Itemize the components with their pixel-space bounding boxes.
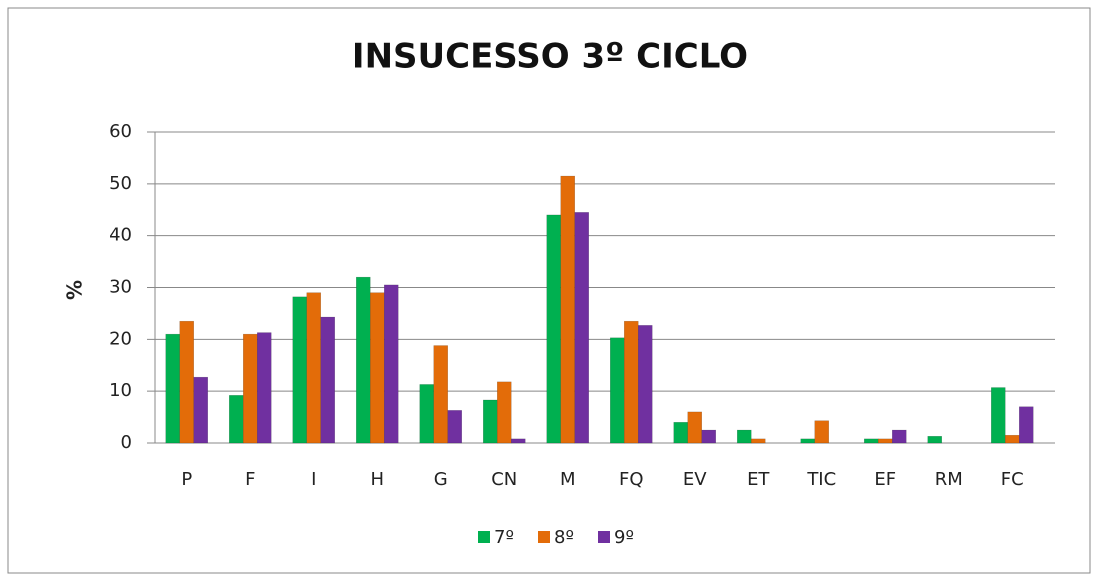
bar <box>384 284 399 444</box>
bar <box>701 429 716 444</box>
bar <box>243 333 258 444</box>
bar <box>991 387 1006 444</box>
y-tick-label: 0 <box>121 432 132 453</box>
x-tick-label: FQ <box>619 469 644 490</box>
bar <box>560 175 575 444</box>
bar <box>927 436 942 444</box>
chart-title: INSUCESSO 3º CICLO <box>352 37 748 77</box>
bar <box>497 381 512 444</box>
bar <box>370 292 385 444</box>
bar <box>320 316 335 444</box>
bar <box>687 411 702 444</box>
bar <box>179 320 194 444</box>
bar <box>574 212 589 444</box>
x-tick-label: FC <box>1001 469 1024 490</box>
y-tick-label: 60 <box>109 121 132 142</box>
bar <box>737 429 752 444</box>
bar <box>306 292 321 444</box>
y-tick-label: 30 <box>109 277 132 298</box>
x-tick-label: EF <box>874 469 896 490</box>
bar <box>546 214 561 444</box>
x-tick-label: TIC <box>806 469 836 490</box>
bar <box>864 438 879 444</box>
y-axis-label: % <box>63 280 87 300</box>
bar <box>257 332 272 444</box>
bar <box>892 429 907 444</box>
bar <box>447 410 462 444</box>
x-tick-label: G <box>434 469 448 490</box>
x-tick-label: P <box>181 469 192 490</box>
bar <box>878 438 893 444</box>
legend-label: 9º <box>614 527 634 548</box>
x-tick-label: M <box>560 469 576 490</box>
x-tick-label: I <box>311 469 316 490</box>
legend-swatch <box>598 531 610 543</box>
x-tick-label: RM <box>935 469 963 490</box>
bar <box>1005 434 1020 444</box>
bar <box>292 296 307 444</box>
legend-swatch <box>478 531 490 543</box>
x-tick-label: ET <box>747 469 770 490</box>
bar <box>165 333 180 444</box>
bar <box>673 422 688 444</box>
legend-swatch <box>538 531 550 543</box>
y-tick-label: 10 <box>109 380 132 401</box>
bar <box>814 420 829 444</box>
bar <box>638 325 653 444</box>
y-tick-label: 50 <box>109 173 132 194</box>
x-tick-label: CN <box>491 469 517 490</box>
x-tick-label: F <box>245 469 255 490</box>
bar <box>193 376 208 444</box>
bar <box>1019 406 1034 444</box>
bar <box>610 337 625 444</box>
x-tick-label: EV <box>683 469 707 490</box>
bar <box>751 438 766 444</box>
bar <box>433 345 448 444</box>
bar <box>356 276 371 444</box>
legend-label: 7º <box>494 527 514 548</box>
bar <box>483 399 498 444</box>
bar <box>419 384 434 444</box>
y-tick-label: 20 <box>109 328 132 349</box>
bar <box>624 320 639 444</box>
x-tick-label: H <box>370 469 384 490</box>
legend-label: 8º <box>554 527 574 548</box>
y-tick-label: 40 <box>109 225 132 246</box>
bar <box>511 438 526 444</box>
bar <box>229 395 244 444</box>
bar <box>800 438 815 444</box>
